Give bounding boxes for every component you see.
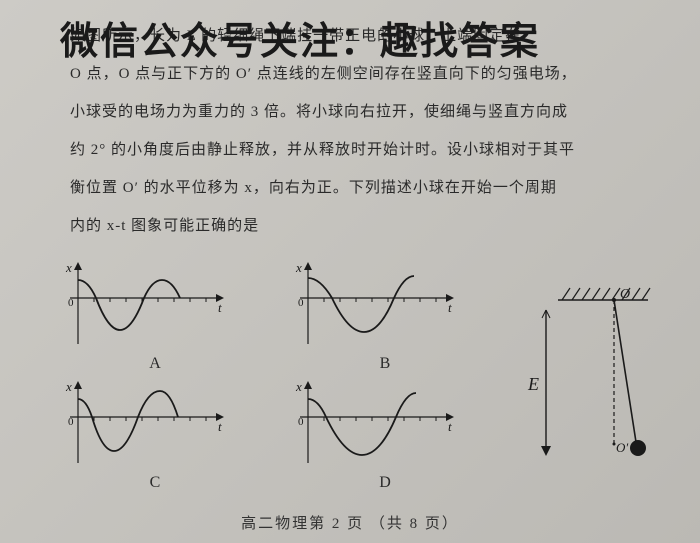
exam-page: 微信公众号关注：趣找答案 如图所示，长为 L 的轻细绳下端挂一带正电的小球，上端… <box>0 0 700 543</box>
svg-text:0: 0 <box>298 416 304 428</box>
footer-prefix: 高二物理第 <box>241 516 326 532</box>
svg-text:x: x <box>295 260 302 275</box>
footer-page: 2 <box>332 516 342 532</box>
chart-svg: x t 0 <box>290 377 460 472</box>
chart-svg: x t 0 <box>290 258 460 353</box>
option-label-d: D <box>290 474 480 492</box>
chart-svg: x t 0 <box>60 258 230 353</box>
chart-option-b: x t 0 B <box>290 258 480 373</box>
svg-text:t: t <box>218 419 222 434</box>
svg-text:E: E <box>527 374 539 394</box>
chart-option-a: x t 0 A <box>60 258 250 373</box>
footer-total: 8 <box>410 516 420 532</box>
svg-text:0: 0 <box>68 297 74 309</box>
chart-option-c: x t 0 C <box>60 377 250 492</box>
option-label-c: C <box>60 474 250 492</box>
option-label-a: A <box>60 355 250 373</box>
footer-mid: 页 （共 <box>347 516 404 532</box>
problem-line: 衡位置 O′ 的水平位移为 x，向右为正。下列描述小球在开始一个周期 <box>70 170 650 206</box>
page-footer: 高二物理第 2 页 （共 8 页） <box>0 512 700 533</box>
svg-text:t: t <box>218 300 222 315</box>
svg-text:t: t <box>448 300 452 315</box>
svg-text:x: x <box>65 260 72 275</box>
chart-grid: x t 0 A x t 0 <box>60 258 480 492</box>
watermark-text: 微信公众号关注：趣找答案 <box>60 10 540 65</box>
svg-text:O′: O′ <box>616 440 628 455</box>
problem-line: 约 2° 的小角度后由静止释放，并从释放时开始计时。设小球相对于其平 <box>70 132 650 168</box>
problem-line: 内的 x-t 图象可能正确的是 <box>70 208 650 244</box>
svg-text:x: x <box>295 379 302 394</box>
footer-suffix: 页） <box>425 516 459 532</box>
svg-text:O: O <box>620 287 630 302</box>
pendulum-diagram: O O′ E <box>518 280 658 480</box>
chart-svg: x t 0 <box>60 377 230 472</box>
problem-line: 小球受的电场力为重力的 3 倍。将小球向右拉开，使细绳与竖直方向成 <box>70 94 650 130</box>
svg-text:0: 0 <box>68 416 74 428</box>
svg-text:0: 0 <box>298 297 304 309</box>
option-label-b: B <box>290 355 480 373</box>
chart-option-d: x t 0 D <box>290 377 480 492</box>
svg-text:t: t <box>448 419 452 434</box>
svg-text:x: x <box>65 379 72 394</box>
